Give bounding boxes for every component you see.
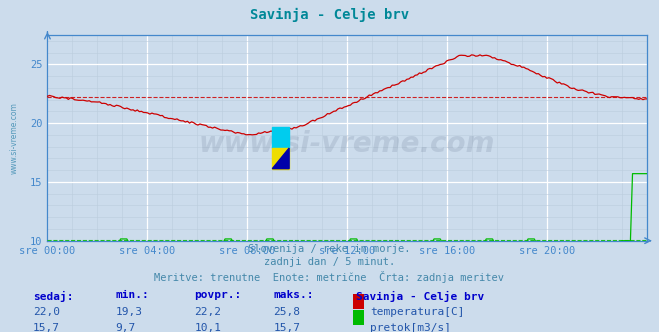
Text: min.:: min.: (115, 290, 149, 300)
Text: 19,3: 19,3 (115, 307, 142, 317)
Bar (272, 148, 289, 169)
Text: Savinja - Celje brv: Savinja - Celje brv (356, 290, 484, 301)
Text: Meritve: trenutne  Enote: metrične  Črta: zadnja meritev: Meritve: trenutne Enote: metrične Črta: … (154, 271, 505, 283)
Text: 10,1: 10,1 (194, 323, 221, 332)
Text: maks.:: maks.: (273, 290, 314, 300)
Text: pretok[m3/s]: pretok[m3/s] (370, 323, 451, 332)
Bar (272, 127, 289, 148)
Text: 9,7: 9,7 (115, 323, 136, 332)
Text: zadnji dan / 5 minut.: zadnji dan / 5 minut. (264, 257, 395, 267)
Text: 22,0: 22,0 (33, 307, 60, 317)
Text: 22,2: 22,2 (194, 307, 221, 317)
Text: 15,7: 15,7 (33, 323, 60, 332)
Text: 25,8: 25,8 (273, 307, 301, 317)
Text: Slovenija / reke in morje.: Slovenija / reke in morje. (248, 244, 411, 254)
Text: 15,7: 15,7 (273, 323, 301, 332)
Text: www.si-vreme.com: www.si-vreme.com (199, 130, 496, 158)
Text: povpr.:: povpr.: (194, 290, 242, 300)
Text: temperatura[C]: temperatura[C] (370, 307, 465, 317)
Text: www.si-vreme.com: www.si-vreme.com (10, 102, 19, 174)
Polygon shape (272, 148, 289, 169)
Text: sedaj:: sedaj: (33, 290, 73, 301)
Text: Savinja - Celje brv: Savinja - Celje brv (250, 8, 409, 23)
